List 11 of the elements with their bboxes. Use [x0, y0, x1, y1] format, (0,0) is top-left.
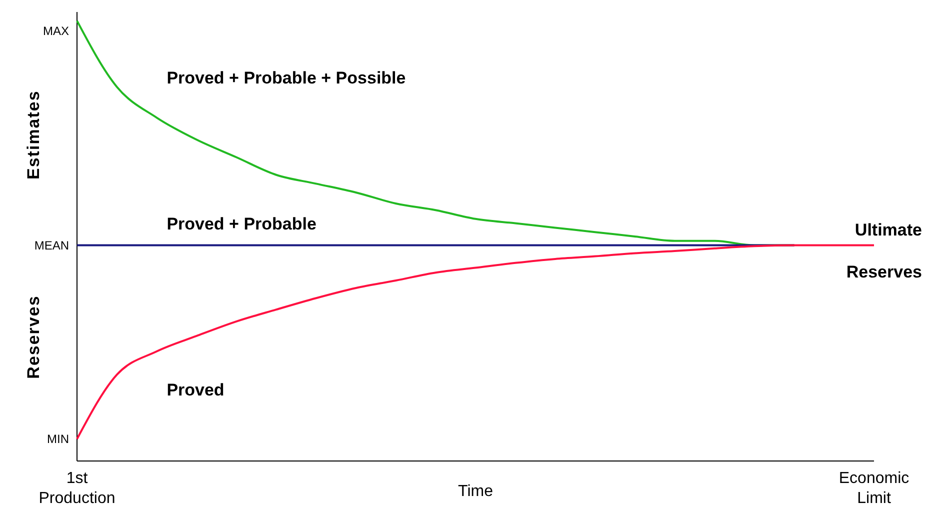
x-axis-title: Time	[458, 483, 494, 500]
series-label: Proved	[166, 380, 224, 400]
annotation: Reserves	[846, 262, 922, 282]
text: MAX	[42, 24, 69, 38]
x-tick-label: 1st Production	[38, 470, 116, 507]
series-label: Proved + Probable	[166, 214, 316, 234]
series-label: Proved + Probable + Possible	[166, 68, 406, 88]
text: MIN	[47, 432, 69, 446]
annotation: Ultimate	[854, 220, 922, 240]
x-tick-label: Economic Limit	[838, 470, 910, 507]
text: MEAN	[34, 238, 69, 253]
